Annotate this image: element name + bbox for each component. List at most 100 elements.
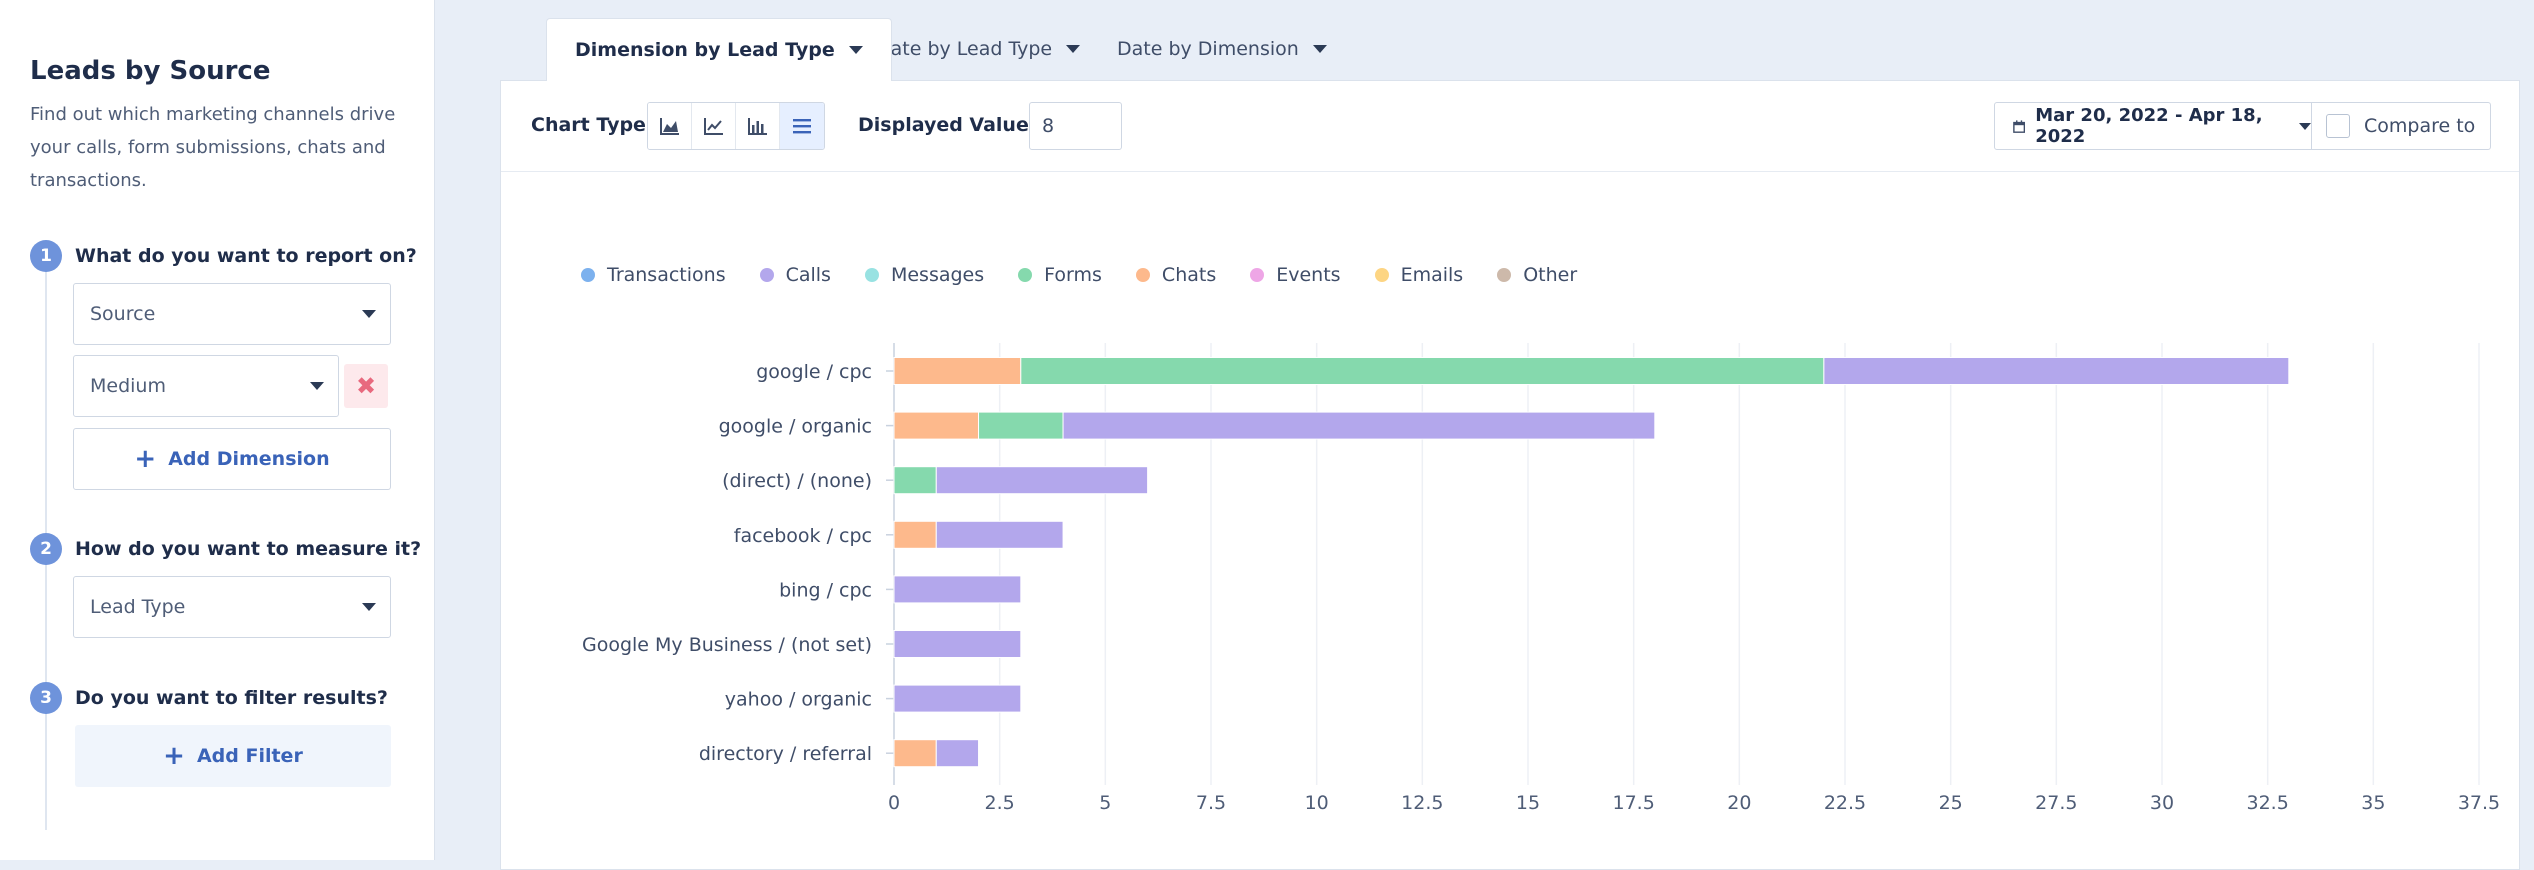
date-range-picker[interactable]: Mar 20, 2022 - Apr 18, 2022 [1994,102,2312,150]
legend-swatch [759,268,774,282]
y-category-label: yahoo / organic [725,689,872,711]
legend-label: Forms [1044,264,1102,286]
plus-icon: + [163,741,185,771]
add-dimension-button[interactable]: + Add Dimension [73,428,391,490]
bar-segment-calls [893,684,1022,713]
measure-select[interactable]: Lead Type [73,576,391,638]
report-panel: Chart Type [500,80,2520,870]
step-1-number: 1 [30,240,62,272]
legend-item[interactable]: Events [1250,264,1341,286]
bar-segment-calls [935,466,1149,495]
bar-segment-forms [978,411,1064,440]
x-tick-label: 10 [1305,792,1329,814]
x-tick-label: 7.5 [1196,792,1226,814]
bar-segment-chats [893,357,1022,385]
legend-label: Messages [890,264,985,286]
chart-legend: Transactions Calls Messages Forms Chats Event… [581,264,1577,286]
chevron-down-icon [848,46,863,54]
step-3-label: Do you want to filter results? [75,687,388,709]
x-tick-label: 27.5 [2035,792,2077,814]
chevron-down-icon [1066,45,1081,53]
chart-type-bar-button[interactable] [780,103,824,149]
compare-to-toggle[interactable]: Compare to [2311,102,2491,150]
step-1-label: What do you want to report on? [75,245,417,267]
legend-label: Calls [785,264,831,286]
x-tick-label: 32.5 [2247,792,2289,814]
legend-swatch [1250,268,1265,282]
tab-date-by-dimension[interactable]: Date by Dimension [1117,18,1327,80]
legend-swatch [1374,268,1389,282]
x-tick-label: 15 [1516,792,1540,814]
chevron-down-icon [362,310,376,318]
x-tick-label: 5 [1099,792,1111,814]
toolbar-divider [501,171,2519,172]
chart-type-area-button[interactable] [648,103,692,149]
chart-type-line-button[interactable] [692,103,736,149]
tab-dimension-by-lead-type[interactable]: Dimension by Lead Type [546,18,892,81]
legend-label: Emails [1400,264,1464,286]
x-tick-label: 22.5 [1824,792,1866,814]
remove-dimension-button[interactable]: ✖ [344,364,388,408]
chart-type-toggle [647,102,825,150]
tab-label: Date by Dimension [1117,38,1299,60]
bar-segment-forms [1020,357,1825,385]
legend-item[interactable]: Calls [759,264,831,286]
y-category-label: facebook / cpc [734,525,872,547]
legend-item[interactable]: Emails [1374,264,1464,286]
legend-swatch [1018,268,1033,282]
legend-item[interactable]: Other [1497,264,1577,286]
line-chart-icon [703,118,723,135]
plus-icon: + [134,444,157,474]
tab-label: Date by Lead Type [876,38,1053,60]
displayed-values-label: Displayed Values [858,114,1041,136]
compare-to-label: Compare to [2364,115,2476,137]
x-tick-label: 35 [2361,792,2385,814]
legend-label: Chats [1161,264,1217,286]
displayed-values-input[interactable] [1029,102,1122,150]
date-range-value: Mar 20, 2022 - Apr 18, 2022 [2035,105,2263,147]
tab-label: Dimension by Lead Type [575,39,835,61]
legend-swatch [864,268,879,282]
sidebar-description: Find out which marketing channels drive … [30,104,396,191]
add-filter-button[interactable]: + Add Filter [75,725,391,787]
y-category-label: directory / referral [699,743,872,765]
legend-item[interactable]: Messages [864,264,985,286]
step-3-number: 3 [30,682,62,714]
legend-item[interactable]: Chats [1135,264,1217,286]
legend-swatch [1497,268,1512,282]
legend-label: Events [1276,264,1341,286]
calendar-icon [2013,119,2026,133]
x-tick-label: 20 [1727,792,1751,814]
dimension-2-value: Medium [90,375,166,397]
x-tick-label: 17.5 [1613,792,1655,814]
bar-segment-calls [935,739,980,768]
bar-segment-forms [893,466,937,495]
legend-item[interactable]: Forms [1018,264,1102,286]
stacked-bar-chart: 0 2.5 5 7.5 10 12.5 15 17.5 20 22.5 25 27.5 30 32.5 35… [582,343,2500,814]
bar-segment-calls [893,630,1022,658]
add-filter-label: Add Filter [196,745,303,767]
y-category-label: google / cpc [756,361,872,383]
tab-date-by-lead-type[interactable]: Date by Lead Type [876,18,1081,80]
legend-swatch [1135,268,1150,282]
bar-segment-chats [893,739,937,768]
legend-item[interactable]: Transactions [581,264,726,286]
chart-type-label: Chart Type [531,114,646,136]
chart-type-column-button[interactable] [736,103,780,149]
dimension-1-value: Source [90,303,156,325]
chevron-down-icon [310,382,324,390]
column-chart-icon [747,118,767,135]
step-2-number: 2 [30,533,62,565]
dimension-1-select[interactable]: Source [73,283,391,345]
dimension-2-select[interactable]: Medium [73,355,339,417]
bar-list-icon [793,119,811,134]
legend-label: Other [1523,264,1578,286]
x-tick-label: 2.5 [985,792,1015,814]
legend-swatch [581,268,595,282]
chevron-down-icon [1312,45,1327,53]
x-tick-label: 0 [888,792,900,814]
step-2-label: How do you want to measure it? [75,538,422,560]
compare-to-checkbox[interactable] [2326,114,2350,138]
x-tick-label: 30 [2150,792,2174,814]
y-category-label: Google My Business / (not set) [582,634,872,656]
